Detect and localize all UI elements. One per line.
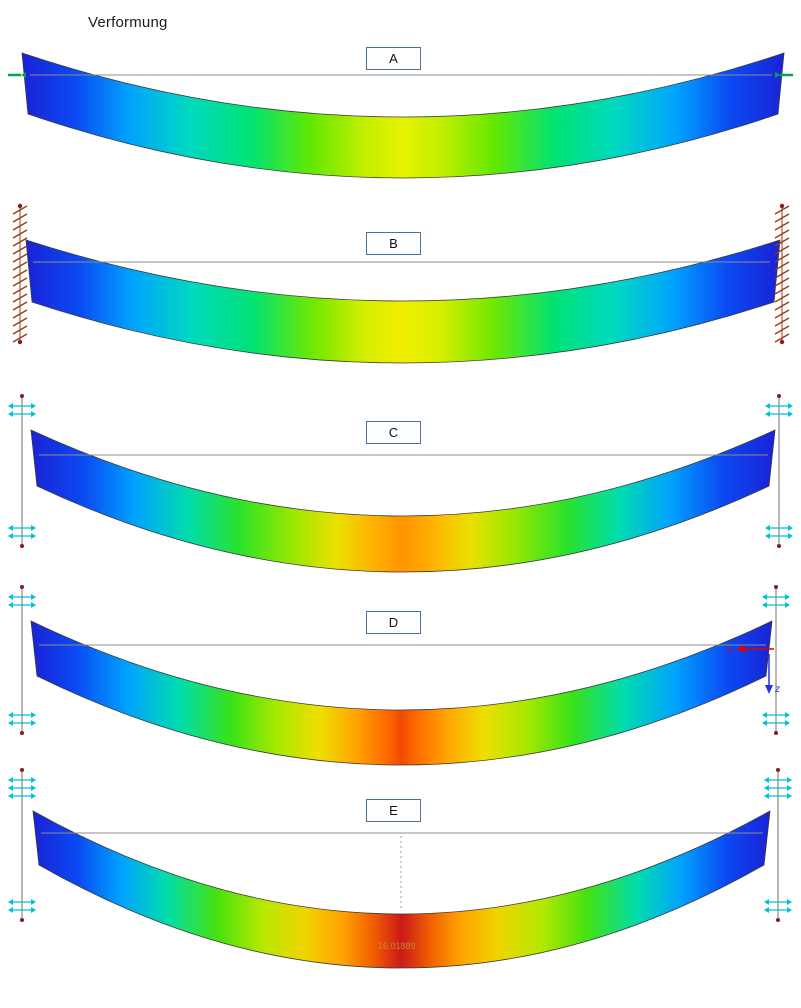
beam-label-B: B	[389, 236, 398, 251]
beam-label-box-E: E	[366, 799, 421, 822]
pinned-support-post	[8, 768, 36, 922]
pinned-support-post	[764, 768, 792, 922]
x-axis-label: x	[726, 645, 733, 656]
beam-label-E: E	[389, 803, 398, 818]
beam-label-C: C	[388, 425, 399, 440]
beam-label-A: A	[389, 51, 398, 66]
beam-label-box-C: C	[366, 421, 421, 444]
pinned-support-post	[765, 394, 793, 548]
beam-label-box-A: A	[366, 47, 421, 70]
deformed-beam-B	[25, 239, 781, 364]
deformed-beam-C	[30, 429, 776, 573]
coordinate-axes: xz	[726, 645, 780, 695]
page-title: Verformung	[88, 14, 168, 31]
deformed-beam-D	[30, 620, 773, 766]
beam-label-box-D: D	[366, 611, 421, 634]
green-support-tick	[8, 72, 26, 78]
beam-label-box-B: B	[366, 232, 421, 255]
green-support-tick	[775, 72, 793, 78]
deformed-beam-A	[21, 52, 785, 179]
pinned-support-post	[762, 585, 790, 735]
fixed-support-hatch	[774, 203, 790, 345]
beam-label-D: D	[388, 615, 399, 630]
z-axis-label: z	[774, 684, 780, 695]
deformed-beam-E	[32, 810, 771, 969]
pinned-support-post	[8, 585, 36, 735]
pinned-support-post	[8, 394, 36, 548]
fixed-support-hatch	[12, 203, 28, 345]
max-deformation-value: 16.01889	[378, 941, 416, 951]
